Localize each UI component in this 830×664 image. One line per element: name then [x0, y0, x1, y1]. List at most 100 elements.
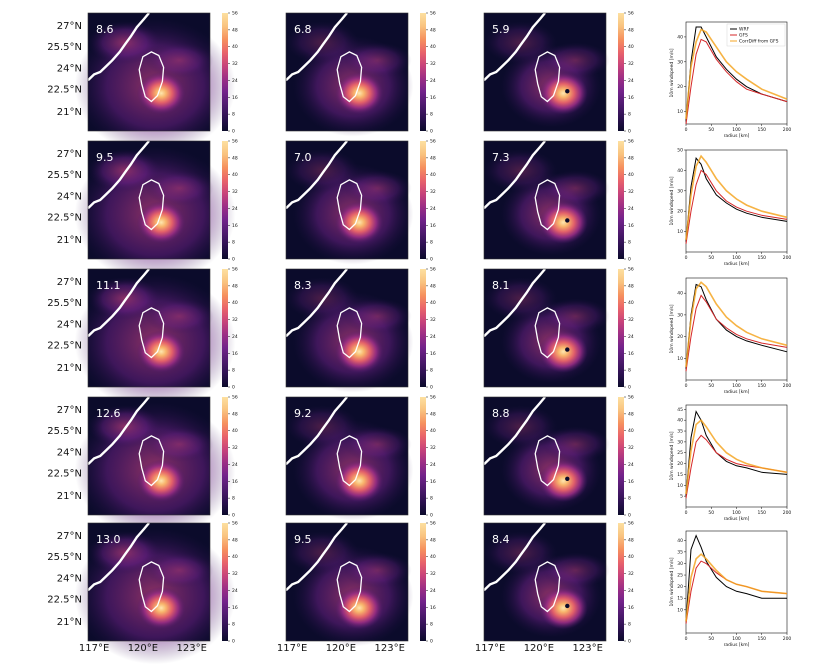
- series-line-corrdiff: [685, 419, 788, 495]
- storm-core: [136, 459, 186, 503]
- storm-eye: [565, 89, 570, 94]
- colorbar-tick-label: 8: [628, 368, 631, 374]
- colorbar-tick-label: 8: [430, 622, 433, 628]
- colorbar: 0 8 16 24 32 40 48 56: [222, 395, 238, 519]
- colorbar-tick-label: 24: [430, 206, 436, 212]
- taiwan-outline: [138, 561, 165, 613]
- colorbar-strip: [222, 523, 228, 641]
- storm-core: [538, 201, 588, 244]
- wind-halo: [343, 42, 412, 78]
- wind-halo: [483, 149, 558, 192]
- lat-tick-label: 27°N: [57, 405, 82, 416]
- storm-core: [538, 459, 588, 503]
- lon-tick-label: 117°E: [475, 643, 505, 654]
- wind-halo: [343, 298, 412, 334]
- x-tick-label: 200: [783, 255, 792, 261]
- series-line-gfs: [685, 169, 788, 244]
- colorbar-tick-label: 32: [430, 61, 436, 67]
- y-tick-label: 20: [677, 84, 683, 90]
- lat-tick-label: 21°N: [57, 491, 82, 502]
- colorbar-tick-label: 40: [628, 554, 634, 560]
- map-panel: 9.5: [285, 522, 414, 647]
- colorbar-tick-label: 32: [232, 445, 238, 451]
- colorbar-tick-label: 24: [232, 334, 238, 340]
- y-tick-label: 30: [677, 188, 683, 194]
- x-tick-label: 50: [708, 127, 714, 133]
- storm-eye: [565, 603, 570, 609]
- panel-value: 6.8: [294, 23, 312, 36]
- storm-core: [334, 459, 384, 503]
- colorbar-tick-label: 0: [232, 639, 235, 645]
- storm-core: [334, 72, 384, 115]
- taiwan-outline: [336, 435, 363, 487]
- colorbar-tick-label: 24: [430, 78, 436, 84]
- coastline: [87, 396, 150, 466]
- wind-halo: [88, 405, 162, 448]
- x-tick-label: 0: [685, 127, 688, 133]
- colorbar-tick-label: 56: [628, 395, 634, 401]
- map-frame: [87, 140, 211, 260]
- colorbar-strip: [420, 141, 426, 259]
- map-panel: 8.6: [74, 12, 236, 155]
- lat-tick-label: 27°N: [57, 149, 82, 160]
- y-axis-label: 10m windspeed [m/s]: [669, 48, 675, 97]
- colorbar-tick-label: 56: [430, 395, 436, 401]
- lat-tick-label: 25.5°N: [47, 42, 82, 53]
- x-tick-label: 150: [757, 636, 766, 642]
- y-tick-label: 30: [677, 439, 683, 445]
- storm-core: [136, 201, 186, 244]
- storm-core: [538, 330, 588, 373]
- colorbar-tick-label: 48: [232, 537, 238, 543]
- colorbar-strip: [420, 269, 426, 387]
- panel-value: 11.1: [96, 279, 121, 292]
- colorbar-tick-label: 8: [430, 112, 433, 118]
- colorbar-tick-label: 56: [628, 139, 634, 145]
- panel-value: 8.4: [492, 533, 510, 546]
- wind-halo: [541, 170, 610, 206]
- colorbar-tick-label: 48: [232, 283, 238, 289]
- storm-core: [334, 201, 384, 244]
- y-tick-label: 20: [677, 584, 683, 590]
- y-axis-label: 10m windspeed [m/s]: [669, 304, 675, 353]
- x-tick-label: 150: [757, 127, 766, 133]
- colorbar-tick-label: 40: [430, 44, 436, 50]
- y-tick-label: 35: [677, 549, 683, 555]
- taiwan-outline: [138, 307, 165, 359]
- lat-tick-label: 21°N: [57, 107, 82, 118]
- y-tick-label: 25: [677, 450, 683, 456]
- coastline: [87, 140, 150, 210]
- storm-core: [538, 72, 588, 115]
- lon-tick-label: 123°E: [374, 643, 404, 654]
- colorbar: 0 8 16 24 32 40 48 56: [618, 395, 634, 519]
- colorbar-tick-label: 56: [628, 521, 634, 527]
- colorbar-tick-label: 8: [232, 112, 235, 118]
- colorbar-tick-label: 8: [628, 240, 631, 246]
- panel-value: 9.5: [294, 533, 312, 546]
- colorbar-tick-label: 32: [430, 317, 436, 323]
- y-tick-label: 40: [677, 418, 683, 424]
- colorbar-tick-label: 32: [232, 571, 238, 577]
- colorbar-tick-label: 40: [232, 300, 238, 306]
- y-tick-label: 30: [677, 312, 683, 318]
- y-tick-label: 20: [677, 334, 683, 340]
- coastline: [285, 268, 348, 338]
- storm-core: [136, 586, 186, 630]
- colorbar-tick-label: 32: [430, 445, 436, 451]
- x-tick-label: 200: [783, 636, 792, 642]
- colorbar-tick-label: 40: [430, 554, 436, 560]
- series-line-corrdiff: [685, 154, 788, 240]
- y-tick-label: 40: [677, 291, 683, 297]
- y-axis-label: 10m windspeed [m/s]: [669, 557, 675, 606]
- panel-value: 9.5: [96, 151, 114, 164]
- x-tick-label: 0: [685, 510, 688, 516]
- colorbar-tick-label: 40: [628, 172, 634, 178]
- legend-box: [726, 23, 786, 47]
- colorbar-tick-label: 0: [628, 513, 631, 519]
- coastline: [483, 396, 546, 466]
- y-tick-label: 30: [677, 561, 683, 567]
- y-tick-label: 40: [677, 34, 683, 40]
- profile-plot: 0 50 100 150 200 radius [km] 10 20 30 40 10m winds…: [669, 21, 791, 139]
- map-frame: [87, 396, 211, 516]
- y-tick-label: 10: [677, 483, 683, 489]
